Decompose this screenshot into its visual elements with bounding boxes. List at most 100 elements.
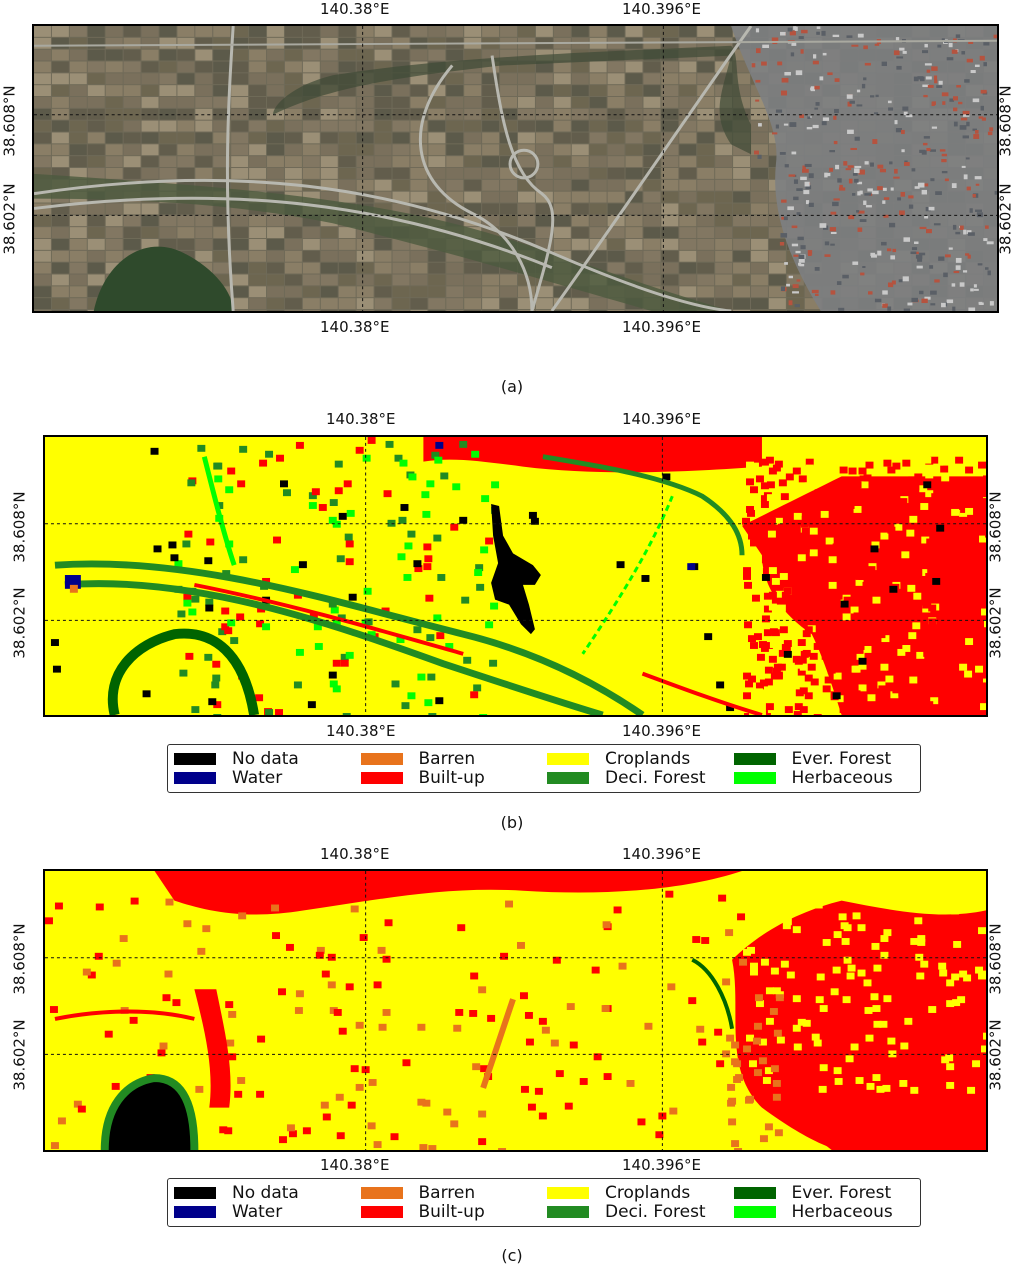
y-tick-right-1: 38.608°N — [986, 491, 1005, 563]
class-pixel — [774, 913, 783, 921]
building — [822, 117, 830, 121]
class-pixel — [980, 531, 986, 539]
class-pixel — [964, 670, 973, 678]
field-patch — [87, 97, 105, 108]
class-pixel — [768, 603, 777, 611]
class-pixel — [754, 922, 763, 930]
class-pixel — [899, 1080, 908, 1087]
class-pixel — [408, 473, 417, 481]
field-patch — [302, 227, 320, 239]
field-patch — [428, 73, 446, 85]
building — [911, 247, 918, 251]
field-patch — [284, 26, 302, 37]
class-pixel — [328, 600, 337, 608]
building — [762, 44, 770, 49]
legend-label: Croplands — [605, 748, 691, 769]
y-tick-right-2: 38.602°N — [996, 183, 1015, 255]
field-patch — [249, 73, 267, 85]
class-pixel — [473, 684, 482, 692]
river-vegetation — [34, 173, 732, 311]
class-pixel — [525, 1038, 534, 1046]
class-pixel — [637, 1118, 646, 1126]
class-pixel — [981, 1045, 986, 1053]
field-patch — [571, 215, 589, 227]
legend-label: Water — [232, 767, 283, 788]
class-pixel — [815, 641, 824, 648]
class-pixel — [969, 685, 978, 693]
class-pixel — [772, 987, 781, 995]
building — [922, 50, 929, 54]
class-pixel — [882, 1084, 891, 1092]
field-patch — [284, 49, 302, 61]
class-pixel — [793, 1043, 802, 1051]
class-pixel — [941, 1056, 950, 1064]
building — [921, 298, 928, 304]
class-pixel — [311, 488, 320, 496]
field-patch — [733, 227, 751, 239]
field-patch — [446, 132, 464, 144]
field-patch — [141, 168, 159, 179]
building — [879, 168, 887, 173]
class-pixel — [895, 609, 904, 617]
field-patch — [34, 37, 51, 49]
class-pixel — [946, 979, 955, 987]
class-pixel — [744, 621, 752, 629]
class-pixel — [767, 517, 776, 525]
field-patch — [607, 310, 625, 311]
field-patch — [571, 61, 589, 73]
field-patch — [715, 274, 733, 286]
field-patch — [535, 203, 553, 215]
class-pixel — [746, 924, 754, 932]
class-pixel — [946, 1081, 955, 1089]
class-pixel — [421, 491, 430, 499]
building — [881, 61, 887, 67]
class-pixel — [204, 557, 213, 565]
field-patch — [51, 49, 69, 61]
building — [916, 265, 923, 269]
class-pixel — [426, 634, 435, 642]
field-patch — [768, 227, 786, 239]
caption-a: (a) — [500, 377, 524, 396]
field-patch — [535, 168, 553, 179]
building — [924, 43, 928, 48]
building — [791, 151, 797, 155]
field-patch — [249, 85, 267, 97]
field-patch — [284, 156, 302, 168]
class-pixel — [480, 546, 489, 554]
field-patch — [51, 203, 69, 215]
field-patch — [500, 168, 517, 179]
building — [931, 101, 935, 107]
field-patch — [231, 274, 249, 286]
field-patch — [356, 239, 374, 250]
field-patch — [589, 191, 607, 203]
field-patch — [69, 262, 87, 274]
legend-item: Water — [174, 767, 355, 788]
field-patch — [661, 191, 679, 203]
class-pixel — [431, 451, 440, 459]
building — [832, 201, 839, 207]
class-pixel — [338, 1027, 347, 1035]
class-pixel — [847, 964, 856, 972]
building — [791, 243, 799, 247]
class-pixel — [930, 697, 939, 705]
field-patch — [231, 120, 249, 132]
class-pixel — [516, 941, 525, 949]
building — [806, 126, 813, 130]
field-patch — [34, 262, 51, 274]
class-pixel — [407, 530, 416, 538]
field-patch — [410, 250, 428, 262]
class-pixel — [944, 613, 953, 621]
field-patch — [500, 215, 517, 227]
class-pixel — [802, 594, 811, 602]
class-pixel — [933, 714, 942, 715]
class-pixel — [833, 931, 842, 939]
class-pixel — [885, 675, 894, 683]
building — [814, 107, 819, 110]
field-patch — [428, 85, 446, 97]
class-pixel — [928, 1006, 937, 1013]
legend-swatch — [174, 752, 216, 765]
caption-c: (c) — [501, 1246, 523, 1265]
class-pixel — [219, 1126, 228, 1134]
field-patch — [464, 215, 482, 227]
class-pixel — [52, 665, 61, 673]
